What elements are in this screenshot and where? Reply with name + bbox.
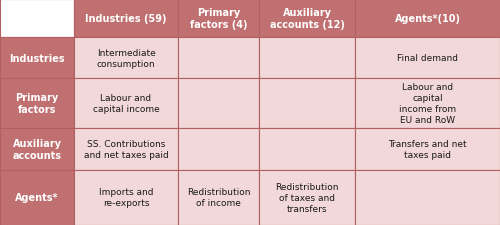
Bar [259,170,355,225]
Bar [259,0,355,38]
Bar [178,38,259,79]
Text: Transfers and net
taxes paid: Transfers and net taxes paid [388,139,467,159]
Bar [178,170,259,225]
Text: Auxiliary
accounts: Auxiliary accounts [12,138,62,160]
Bar [355,38,500,79]
Text: Labour and
capital
income from
EU and RoW: Labour and capital income from EU and Ro… [399,83,456,125]
Bar [0,0,74,38]
Bar [74,170,178,225]
Bar [178,79,259,128]
Bar [178,128,259,170]
Bar [355,128,500,170]
Bar [0,79,74,128]
Text: SS. Contributions
and net taxes paid: SS. Contributions and net taxes paid [84,139,168,159]
Text: Industries: Industries [9,53,65,63]
Text: Industries (59): Industries (59) [85,14,167,24]
Bar [259,128,355,170]
Bar [178,0,259,38]
Bar [355,0,500,38]
Text: Intermediate
consumption: Intermediate consumption [96,48,156,68]
Text: Agents*(10): Agents*(10) [394,14,460,24]
Text: Redistribution
of taxes and
transfers: Redistribution of taxes and transfers [275,182,339,213]
Text: Primary
factors: Primary factors [16,92,58,115]
Bar [74,0,178,38]
Bar [0,38,74,79]
Bar [74,38,178,79]
Text: Agents*: Agents* [15,193,59,202]
Text: Auxiliary
accounts (12): Auxiliary accounts (12) [270,8,344,30]
Bar [259,38,355,79]
Text: Imports and
re-exports: Imports and re-exports [99,188,153,207]
Bar [0,128,74,170]
Bar [355,79,500,128]
Bar [259,79,355,128]
Bar [0,170,74,225]
Bar [74,128,178,170]
Text: Labour and
capital income: Labour and capital income [92,94,160,114]
Text: Final demand: Final demand [397,54,458,63]
Text: Redistribution
of income: Redistribution of income [187,188,250,207]
Text: Primary
factors (4): Primary factors (4) [190,8,247,30]
Bar [355,170,500,225]
Bar [74,79,178,128]
